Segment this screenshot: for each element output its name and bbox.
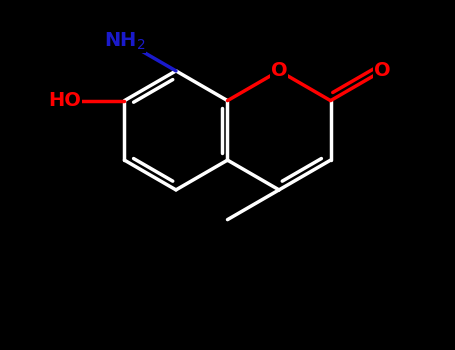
Text: O: O: [271, 61, 288, 80]
Text: HO: HO: [49, 91, 81, 110]
Text: O: O: [374, 61, 390, 80]
Text: NH$_2$: NH$_2$: [104, 30, 145, 52]
